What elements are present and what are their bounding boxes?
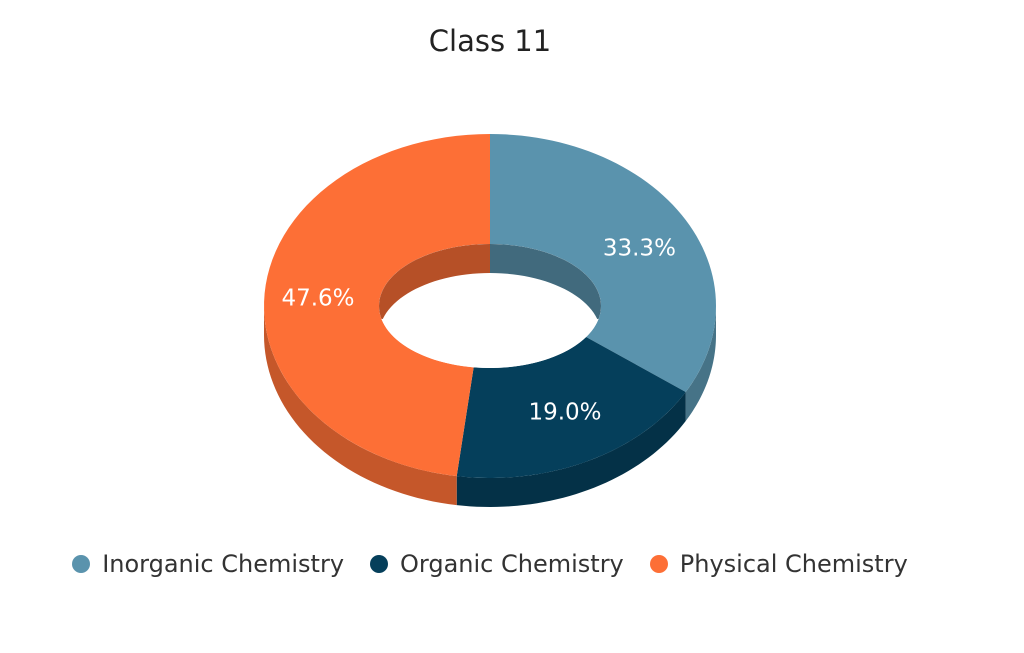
slice-label-organic: 19.0% [528, 399, 601, 425]
legend-label-inorganic: Inorganic Chemistry [102, 550, 345, 578]
outer-wall-inorganic [685, 306, 716, 421]
legend-item-organic[interactable]: Organic Chemistry [370, 550, 624, 578]
slice-organic[interactable] [456, 337, 686, 478]
donut-top [264, 134, 716, 478]
chart-title: Class 11 [428, 24, 552, 58]
legend-marker-organic [370, 555, 389, 573]
slice-label-inorganic: 33.3% [603, 236, 676, 262]
donut-inner-walls [379, 244, 601, 368]
legend-marker-inorganic [72, 555, 91, 573]
legend-label-organic: Organic Chemistry [400, 550, 624, 578]
legend-marker-physical [649, 555, 668, 573]
outer-wall-organic [456, 392, 686, 507]
legend-label-physical: Physical Chemistry [679, 550, 908, 578]
slice-inorganic[interactable] [490, 134, 716, 392]
inner-wall-physical-1 [379, 244, 490, 319]
slice-physical[interactable] [264, 134, 490, 477]
legend-item-physical[interactable]: Physical Chemistry [649, 550, 908, 578]
legend: Inorganic Chemistry Organic Chemistry Ph… [0, 550, 980, 578]
slice-labels: 33.3% 19.0% 47.6% [281, 236, 675, 426]
legend-item-inorganic[interactable]: Inorganic Chemistry [72, 550, 344, 578]
slice-label-physical: 47.6% [281, 285, 354, 311]
outer-wall-physical [264, 306, 457, 506]
donut-walls [264, 306, 716, 507]
inner-wall-inorganic-0 [490, 244, 601, 319]
